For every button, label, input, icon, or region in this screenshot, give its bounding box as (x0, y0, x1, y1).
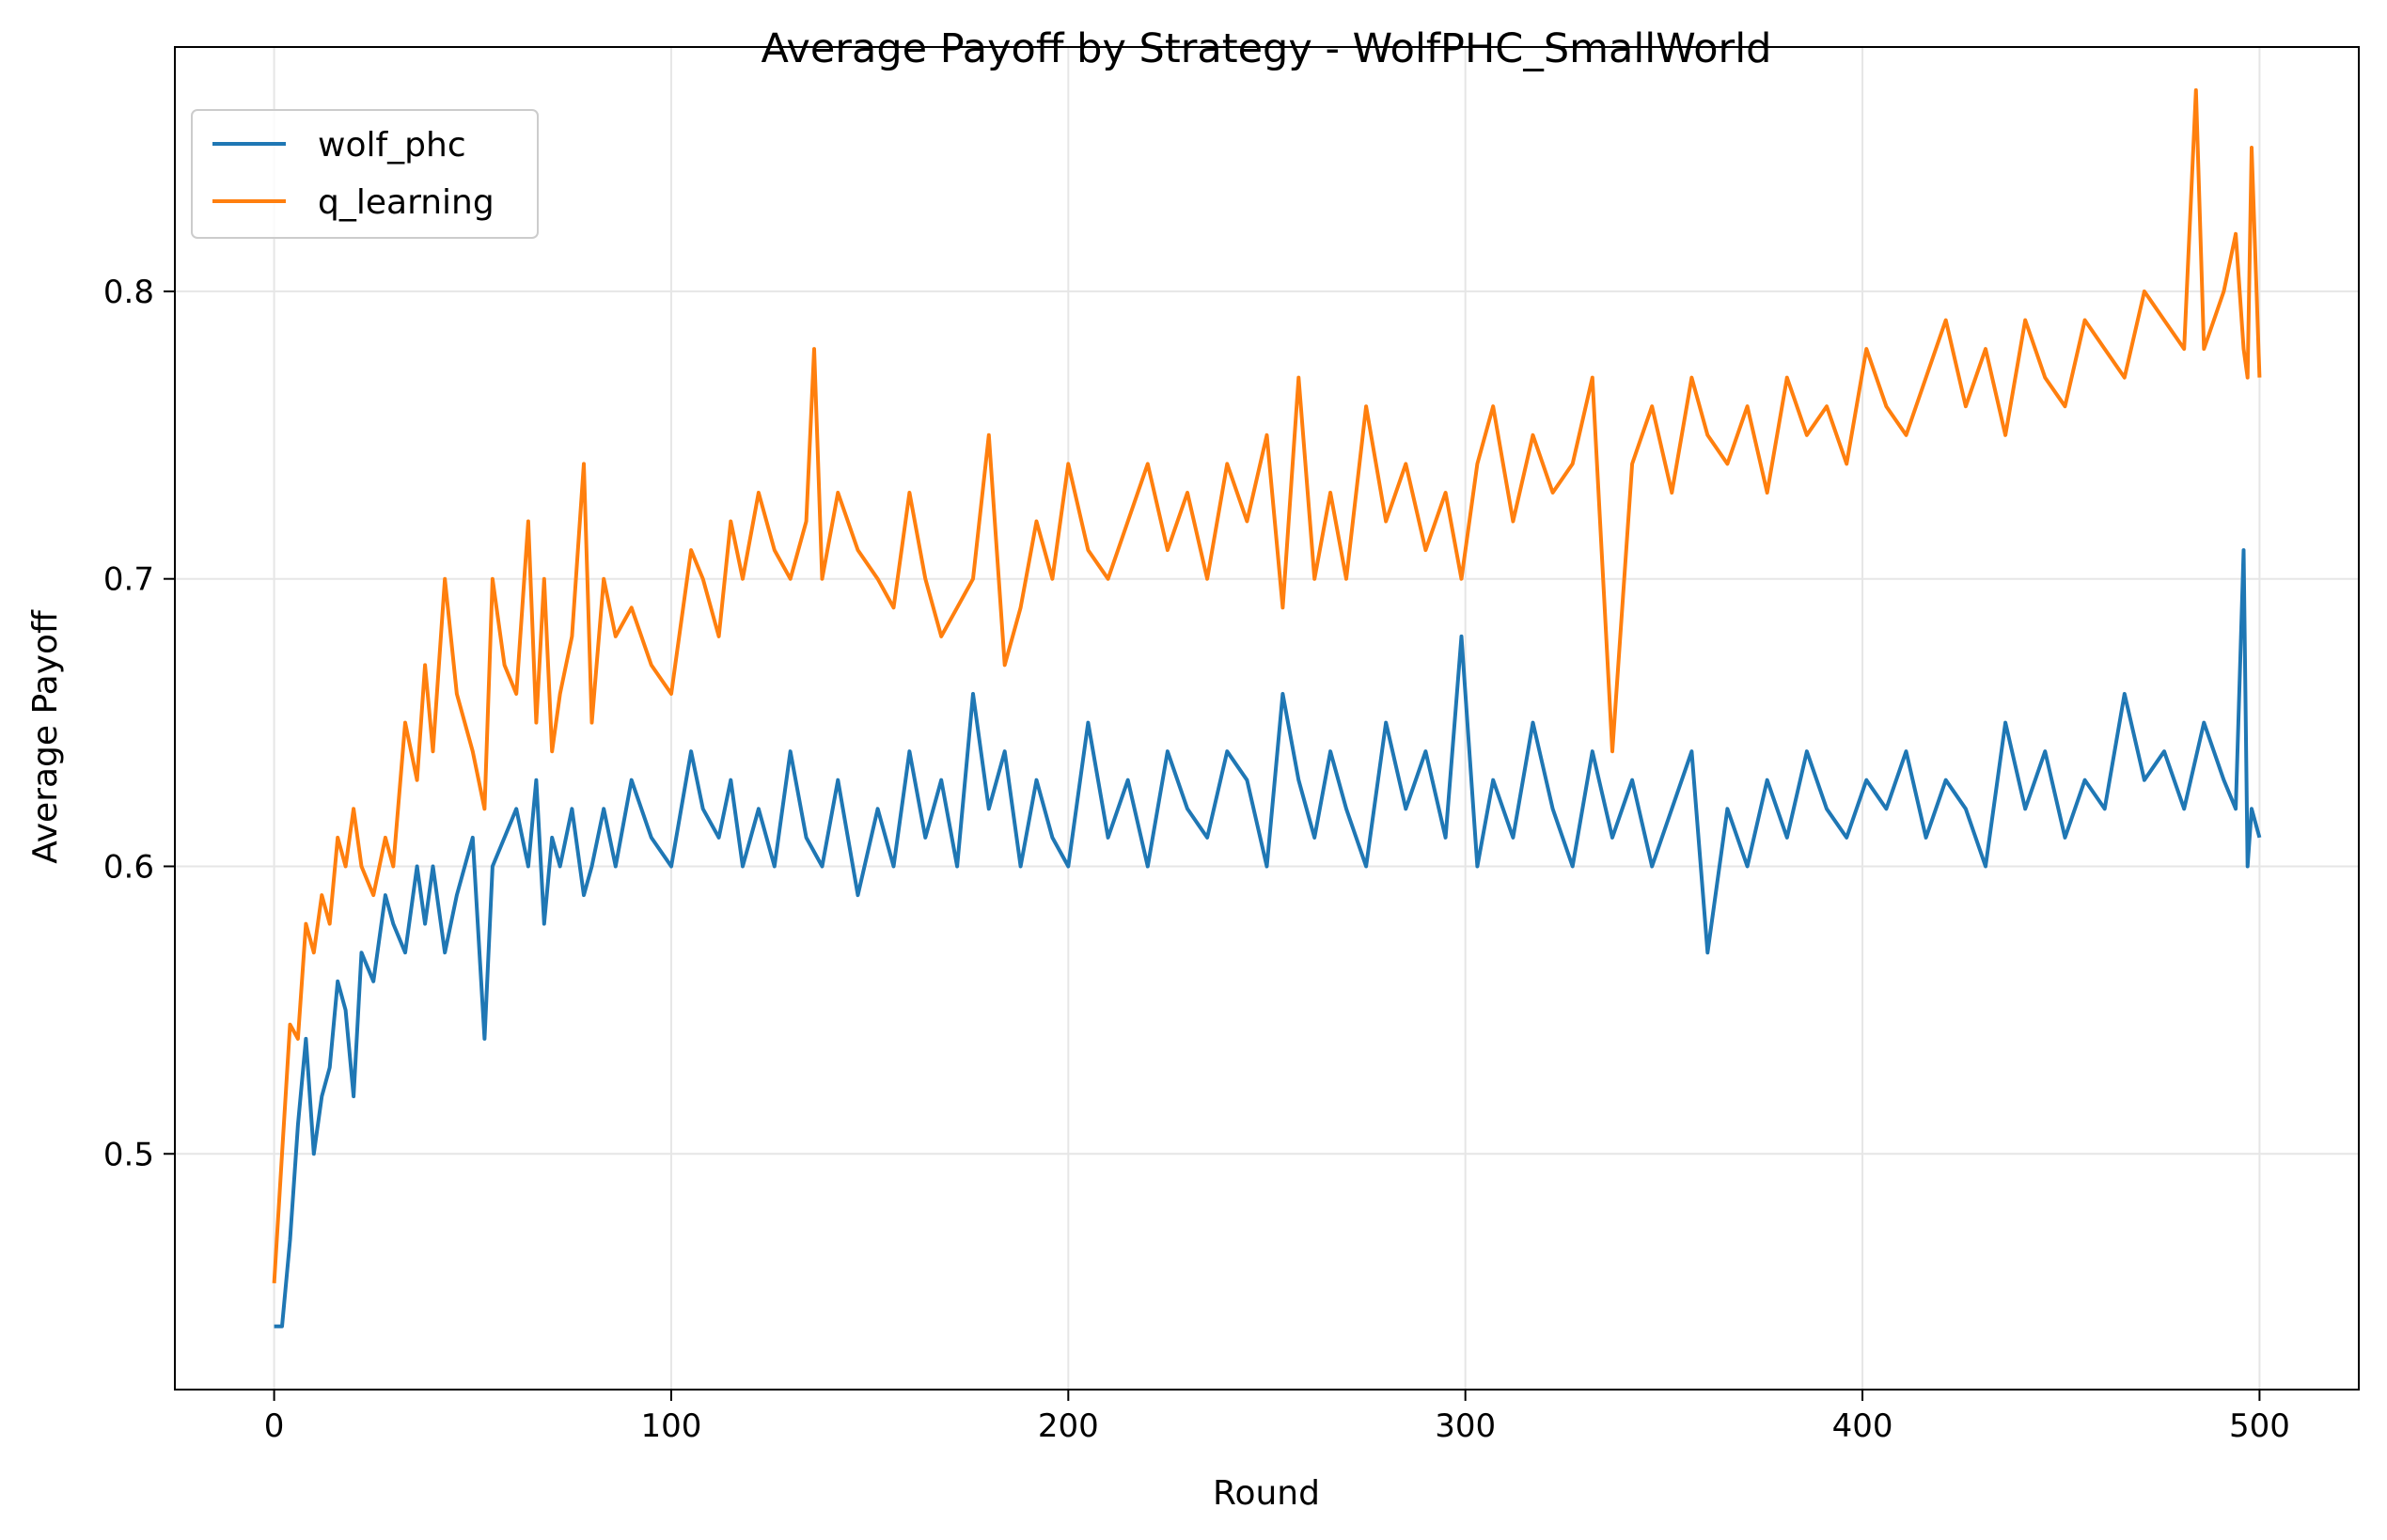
x-tick-label: 0 (264, 1407, 285, 1445)
series-group (272, 87, 2262, 1328)
x-tick-label: 100 (641, 1407, 702, 1445)
y-tick-label: 0.5 (103, 1136, 154, 1173)
x-tick-label: 400 (1832, 1407, 1893, 1445)
x-tick-label: 200 (1038, 1407, 1099, 1445)
legend-label-q-learning: q_learning (318, 183, 495, 222)
series-line-q-learning (272, 87, 2262, 1284)
x-tick-label: 300 (1435, 1407, 1496, 1445)
y-axis-label: Average Payoff (26, 609, 65, 864)
x-tick-label: 500 (2229, 1407, 2290, 1445)
legend-label-wolf-phc: wolf_phc (318, 126, 466, 165)
plot-frame (174, 46, 2360, 1391)
grid (175, 47, 2359, 1390)
legend: wolf_phc q_learning (191, 109, 539, 239)
y-axis: 0.5 0.6 0.7 0.8 (103, 274, 175, 1173)
y-tick-label: 0.8 (103, 274, 154, 311)
y-tick-label: 0.6 (103, 848, 154, 886)
y-tick-label: 0.7 (103, 561, 154, 599)
series-line-wolf-phc (274, 548, 2262, 1328)
chart-title: Average Payoff by Strategy - WolfPHC_Sma… (762, 25, 1772, 72)
x-axis-label: Round (1213, 1474, 1320, 1513)
x-axis: 0 100 200 300 400 500 (264, 1390, 2290, 1445)
